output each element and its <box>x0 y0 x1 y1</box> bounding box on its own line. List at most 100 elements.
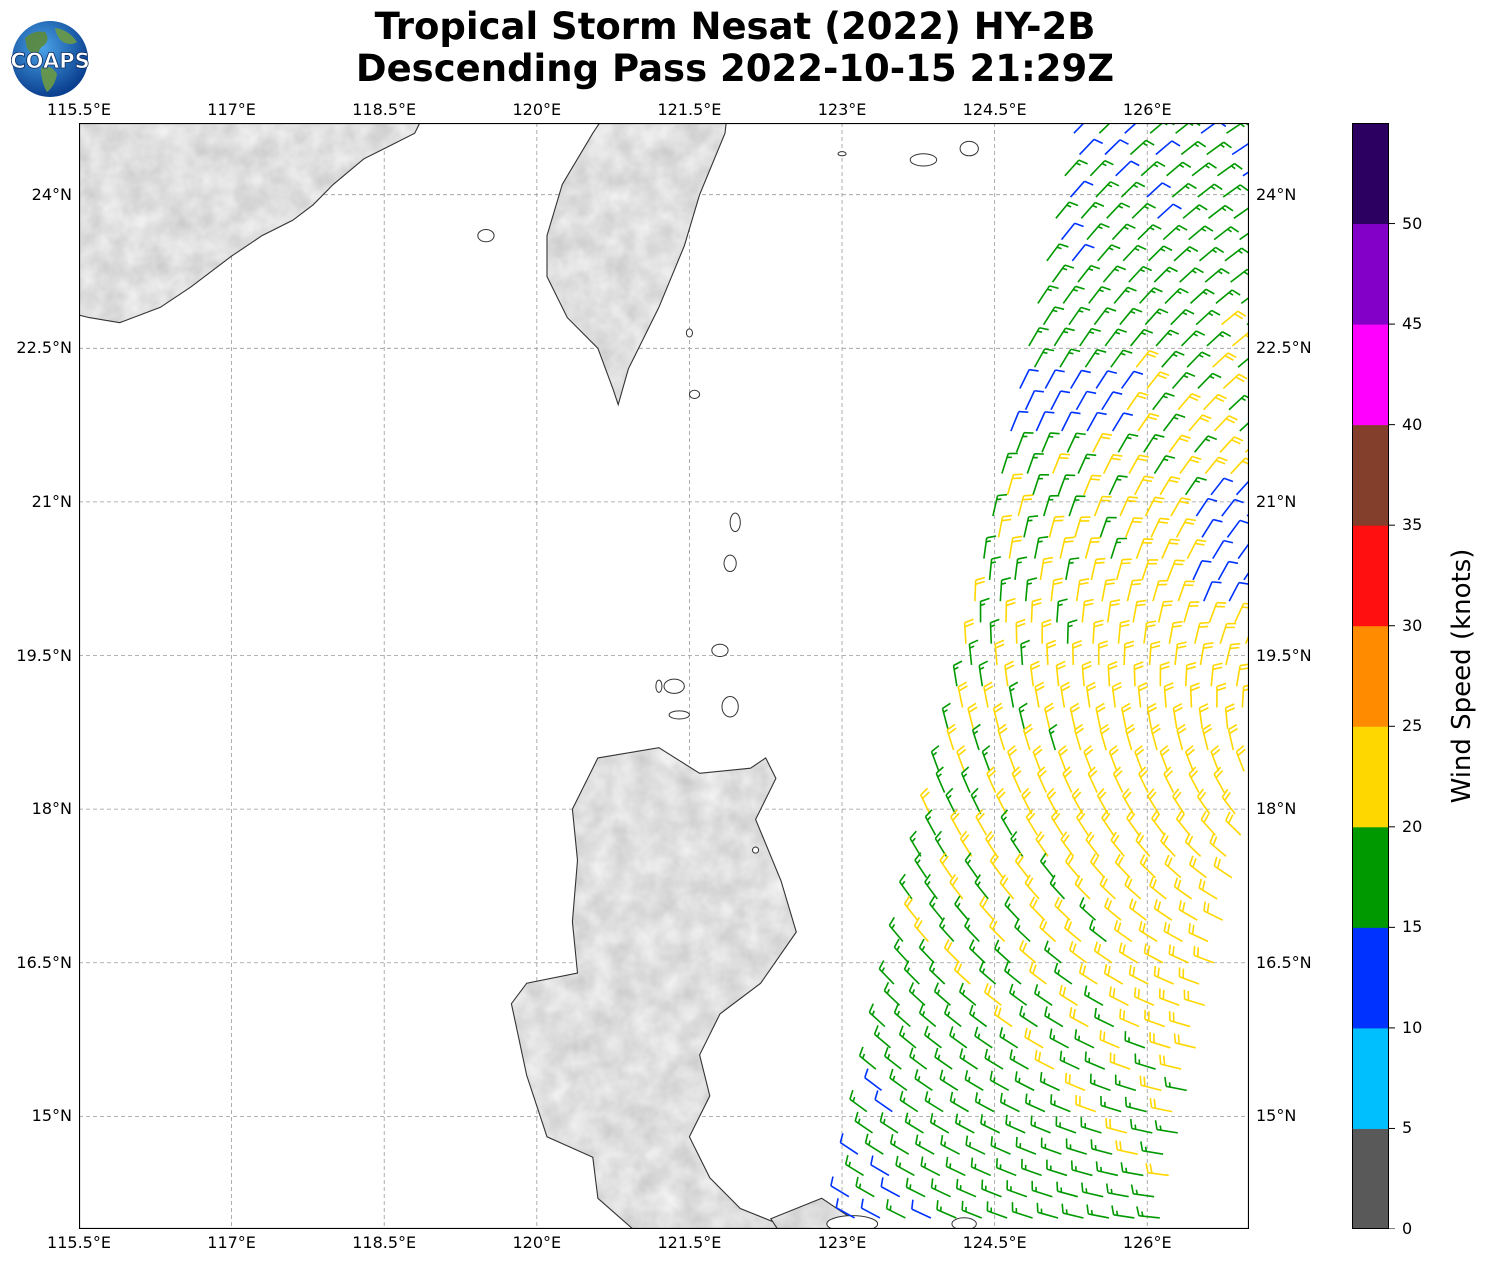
wind-barb <box>1146 182 1172 198</box>
wind-barb <box>924 809 937 836</box>
wind-barb <box>1108 986 1129 1006</box>
wind-barb <box>983 983 1002 1006</box>
wind-barb <box>1097 640 1108 665</box>
wind-barb <box>1060 222 1084 241</box>
wind-barb <box>1061 411 1081 432</box>
wind-barb <box>1064 853 1080 879</box>
wind-barb <box>1118 942 1138 964</box>
wind-barb <box>1111 412 1133 432</box>
wind-barb <box>1212 539 1234 560</box>
wind-barb <box>954 1113 975 1134</box>
wind-barb <box>1069 702 1080 729</box>
wind-barb <box>1057 474 1076 496</box>
wind-barb <box>1104 139 1129 156</box>
wind-barb <box>949 1091 970 1113</box>
wind-barb <box>1178 900 1198 921</box>
colorbar-segment <box>1352 826 1389 928</box>
lon-tick-top: 121.5°E <box>657 100 722 119</box>
wind-barb <box>924 873 938 900</box>
wind-barb <box>1099 723 1110 751</box>
wind-barb <box>1164 1076 1187 1092</box>
wind-barb <box>980 1114 1001 1134</box>
lon-tick-bottom: 117°E <box>207 1233 256 1252</box>
small-island <box>655 679 663 693</box>
wind-barb <box>1202 723 1213 751</box>
wind-barb <box>1099 1030 1120 1049</box>
wind-barb <box>1110 349 1133 368</box>
wind-barb <box>979 597 990 623</box>
colorbar-segment <box>1352 927 1389 1029</box>
wind-barb <box>1004 660 1015 687</box>
wind-barb <box>1177 580 1195 602</box>
wind-barb <box>1243 570 1249 581</box>
wind-barb <box>1168 620 1183 644</box>
wind-barb <box>1092 619 1104 644</box>
wind-barb <box>1143 620 1157 644</box>
wind-barb <box>1163 682 1174 708</box>
wind-barb <box>994 1005 1013 1028</box>
lat-tick-right: 21°N <box>1256 491 1297 511</box>
lon-tick-bottom: 124.5°E <box>962 1233 1027 1252</box>
wind-barb <box>1120 181 1146 198</box>
wind-barb <box>961 1200 983 1219</box>
wind-barb <box>879 1112 899 1134</box>
wind-barb <box>1062 766 1073 793</box>
wind-barb <box>1070 369 1091 389</box>
wind-barb <box>1129 328 1154 347</box>
wind-barb <box>1152 579 1169 602</box>
wind-barb <box>1083 474 1102 496</box>
wind-barb <box>1152 392 1175 411</box>
wind-barb <box>1203 901 1224 921</box>
wind-barb <box>914 1069 933 1092</box>
wind-barb <box>1049 874 1066 900</box>
wind-barb <box>1206 141 1232 156</box>
wind-barb <box>1104 328 1128 347</box>
wind-barb <box>864 1133 884 1155</box>
wind-barb <box>1115 558 1132 581</box>
wind-barb <box>924 1025 942 1049</box>
wind-barb <box>999 577 1012 602</box>
wind-barb <box>1034 1049 1055 1070</box>
wind-barb <box>969 1004 988 1028</box>
wind-barb <box>1034 984 1053 1006</box>
wind-barb <box>1055 1116 1077 1134</box>
wind-barb <box>964 852 979 879</box>
wind-barb <box>1208 601 1227 623</box>
wind-barb <box>1087 766 1098 793</box>
wind-barb <box>1092 432 1113 453</box>
wind-barb <box>940 1134 960 1155</box>
wind-speed-colorbar <box>1352 123 1395 1229</box>
wind-barb <box>1105 1117 1128 1134</box>
wind-barb <box>1195 497 1218 517</box>
wind-barb <box>1053 327 1075 347</box>
wind-barb <box>1157 203 1182 219</box>
wind-barb <box>1024 389 1044 411</box>
wind-barb <box>1134 745 1145 772</box>
wind-barb <box>1093 495 1112 517</box>
wind-barb <box>1242 170 1249 177</box>
wind-barb <box>1069 180 1094 198</box>
colorbar-segment <box>1352 1027 1389 1129</box>
wind-barb <box>1210 477 1234 496</box>
wind-barb <box>1228 581 1249 602</box>
wind-barb <box>1139 854 1157 879</box>
wind-barb <box>1011 766 1022 793</box>
wind-barb <box>1101 391 1123 411</box>
wind-barb <box>974 1092 995 1113</box>
wind-barb <box>1042 306 1065 326</box>
wind-barb <box>994 639 1005 666</box>
wind-barb <box>1055 660 1066 687</box>
wind-barb <box>935 766 946 793</box>
wind-barb <box>1224 703 1235 729</box>
wind-barb <box>1099 875 1116 900</box>
wind-barb <box>1066 619 1078 644</box>
wind-barb <box>1203 393 1227 411</box>
wind-barb <box>1213 766 1226 793</box>
wind-barb <box>975 809 988 836</box>
wind-barb <box>1052 453 1071 474</box>
wind-barb <box>1225 811 1242 836</box>
lon-tick-top: 126°E <box>1122 100 1172 119</box>
wind-barb <box>1168 944 1189 964</box>
wind-barb <box>1090 1139 1113 1155</box>
wind-barb <box>1213 856 1233 879</box>
